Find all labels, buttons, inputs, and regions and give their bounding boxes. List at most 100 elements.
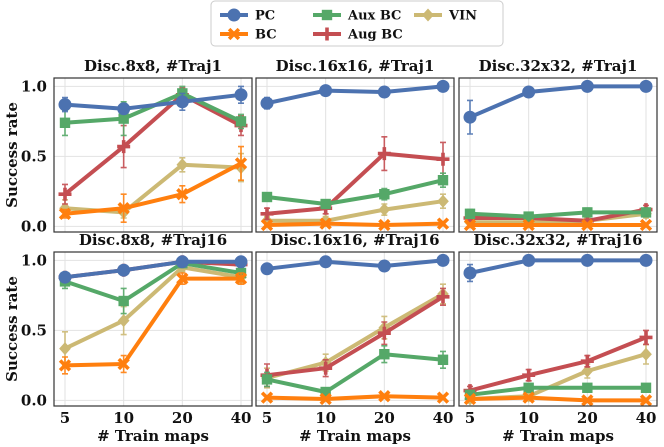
data-point-aux-bc — [379, 349, 390, 360]
data-point-pc — [639, 253, 653, 267]
data-point-pc — [463, 110, 477, 124]
data-point-aug-bc — [639, 330, 653, 344]
data-point-vin — [117, 314, 130, 328]
data-point-bc — [260, 218, 274, 232]
series-pc — [58, 85, 248, 116]
series-line-pc — [469, 258, 646, 275]
plot-area — [256, 252, 454, 406]
data-point-bc — [639, 218, 653, 232]
legend-marker-pc — [227, 8, 241, 22]
data-point-aug-bc — [377, 147, 391, 161]
series-bc — [58, 145, 248, 223]
data-point-aux-bc — [464, 389, 476, 400]
series-line-pc — [266, 258, 444, 271]
legend-label-aux-bc: Aux BC — [347, 9, 401, 24]
x-axis-label: # Train maps — [97, 427, 209, 445]
series-line-aug-bc — [63, 92, 242, 196]
data-point-bc — [436, 391, 450, 404]
legend-label-vin: VIN — [448, 9, 477, 24]
data-point-bc — [522, 218, 535, 232]
data-point-vin — [581, 364, 594, 378]
data-point-aux-bc — [437, 175, 449, 186]
panel-4: Disc.8x8, #Traj16 0.0 0.5 1.0 5 10 20 40 — [21, 231, 253, 427]
data-point-vin — [176, 158, 189, 172]
x-tick-label: 20 — [577, 409, 598, 427]
plot-frame — [53, 77, 253, 233]
data-point-aug-bc — [260, 207, 274, 221]
series-line-bc — [64, 161, 242, 216]
panel-title: Disc.16x16, #Traj1 — [276, 57, 435, 75]
series-aug-bc — [260, 136, 450, 221]
plot-frame — [255, 251, 455, 407]
data-point-bc — [176, 272, 189, 285]
legend-item-pc: PC — [220, 8, 275, 24]
data-point-bc — [581, 218, 594, 232]
legend-label-bc: BC — [255, 28, 277, 43]
data-point-bc — [260, 391, 274, 404]
data-point-aux-bc — [59, 117, 71, 128]
legend-marker-vin — [422, 8, 434, 22]
data-point-pc — [175, 255, 189, 269]
legend-item-bc: BC — [220, 28, 277, 43]
series-line-vin — [64, 265, 242, 351]
panels: Disc.8x8, #Traj1 0.0 0.5 1.0 Disc.16x16, #Tr… — [21, 57, 658, 427]
legend-label-aug-bc: Aug BC — [347, 28, 403, 43]
y-tick-label: 0.5 — [21, 147, 47, 165]
x-tick-label: 20 — [374, 409, 395, 427]
data-point-bc — [522, 391, 535, 404]
series-line-aug-bc — [266, 295, 445, 378]
x-tick-label: 5 — [262, 409, 272, 427]
data-point-bc — [436, 217, 450, 230]
data-point-aux-bc — [235, 116, 247, 127]
data-point-aux-bc — [464, 208, 476, 219]
data-point-aug-bc — [377, 326, 391, 340]
series-line-pc — [469, 84, 646, 120]
panel-title: Disc.32x32, #Traj1 — [479, 57, 638, 75]
x-tick-label: 20 — [172, 409, 193, 427]
data-point-pc — [234, 255, 248, 269]
data-point-bc — [463, 218, 477, 232]
series-pc — [463, 253, 653, 283]
plot-area — [459, 78, 657, 232]
data-point-bc — [176, 188, 189, 201]
y-tick-label: 0.0 — [21, 391, 47, 409]
data-point-vin — [437, 194, 449, 208]
data-point-aux-bc — [261, 191, 273, 203]
data-point-pc — [117, 263, 131, 277]
legend-item-aux-bc: Aux BC — [313, 9, 401, 24]
data-point-bc — [58, 207, 72, 220]
data-point-bc — [378, 390, 391, 403]
y-axis-label-bottom: Success rate — [3, 276, 21, 382]
series-line-pc — [64, 259, 241, 280]
data-point-pc — [319, 255, 333, 269]
panel-2: Disc.16x16, #Traj1 — [255, 57, 455, 233]
x-tick-label: 10 — [315, 409, 336, 427]
series-line-aug-bc — [266, 151, 444, 216]
series-line-aux-bc — [64, 261, 242, 303]
y-tick-label: 0.0 — [21, 217, 47, 235]
grid — [256, 252, 454, 406]
plot-frame — [458, 251, 658, 407]
x-tick-label: 5 — [465, 409, 475, 427]
y-axis-label-top: Success rate — [3, 102, 21, 208]
data-point-pc — [117, 102, 131, 116]
series-bc — [58, 272, 248, 375]
data-point-pc — [436, 79, 450, 93]
data-point-aug-bc — [319, 361, 333, 375]
data-point-vin — [378, 203, 391, 217]
series-line-aux-bc — [266, 178, 444, 206]
data-point-aux-bc — [437, 354, 449, 365]
data-point-aux-bc — [118, 113, 129, 124]
series-bc — [260, 217, 450, 232]
legend-marker-aug-bc — [320, 27, 334, 41]
series-line-bc — [64, 276, 241, 368]
panel-5: Disc.16x16, #Traj16 5 10 20 40 — [255, 231, 455, 427]
data-point-pc — [377, 259, 391, 273]
x-tick-label: 40 — [636, 409, 657, 427]
series-bc — [463, 218, 653, 232]
data-point-aux-bc — [582, 382, 593, 393]
series-pc — [58, 255, 248, 284]
data-point-aux-bc — [379, 189, 390, 200]
data-point-bc — [581, 394, 594, 407]
